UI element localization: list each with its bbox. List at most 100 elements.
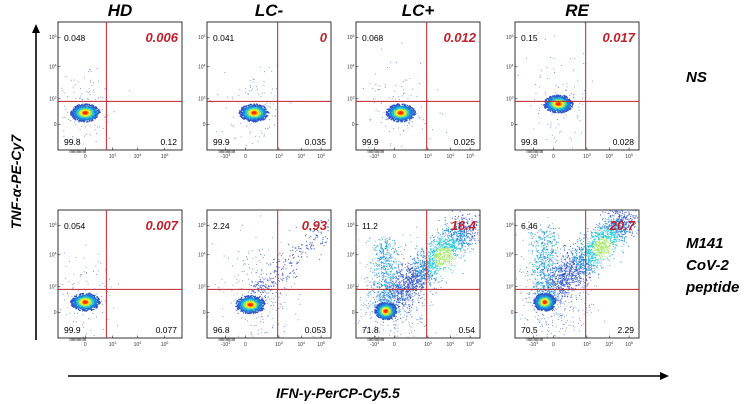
x-tick-label: 105 [161,153,169,160]
x-tick-label: 103 [424,153,432,160]
x-tick-label: 103 [275,341,283,348]
y-tick-label: 105 [198,34,206,41]
x-tick-label: 104 [134,341,142,348]
x-tick-label: 105 [317,153,325,160]
x-tick-label: -103 [529,153,538,160]
x-tick-label: 103 [275,153,283,160]
event-dots [362,42,448,150]
quadrant-q2-value: 0.007 [145,218,178,233]
y-tick-label: 103 [49,283,57,290]
y-tick-label: 0 [54,122,57,128]
x-tick-label: 104 [297,153,305,160]
quadrant-q2-value: 0.017 [602,30,635,45]
x-tick-label: 105 [161,341,169,348]
event-dots [61,67,131,145]
x-tick-label: -103 [221,153,230,160]
x-tick-label: 0 [84,342,87,348]
scatter-panel: 105 104 103 0 -103 0 103 104 105 0.15 0.017 99.8 0.0… [506,21,640,160]
figure-axes: TNF-α-PE-Cy7 IFN-γ-PerCP-Cy5.5 [8,24,669,401]
x-tick-label: 0 [244,342,247,348]
quadrant-q4-value: 0.028 [613,137,635,147]
quadrant-q3-value: 99.8 [64,137,81,147]
event-dots [515,210,639,338]
quadrant-q4-value: 2.29 [617,325,634,335]
quadrant-q2-value: 20.7 [609,218,636,233]
y-tick-label: 104 [347,63,355,70]
event-dots [209,65,292,146]
y-tick-label: 0 [203,122,206,128]
column-title-3: RE [565,1,589,20]
x-axis-title: IFN-γ-PerCP-Cy5.5 [276,385,400,401]
scatter-panel: 105 104 103 0 0 103 104 105 0.054 0.007 99.9 0.077 [49,209,183,348]
x-tick-label: 0 [84,154,87,160]
y-tick-label: 105 [506,34,514,41]
y-tick-label: 104 [49,251,57,258]
y-tick-label: 105 [198,222,206,229]
y-tick-label: 103 [198,283,206,290]
x-tick-label: 104 [605,341,613,348]
quadrant-q4-value: 0.54 [458,325,475,335]
x-tick-label: 105 [317,341,325,348]
x-tick-label: 104 [297,341,305,348]
quadrant-q1-value: 0.15 [521,33,538,43]
y-tick-label: 103 [506,95,514,102]
quadrant-q1-value: 0.068 [362,33,384,43]
x-tick-label: 0 [393,154,396,160]
quadrant-q2-value: 0 [320,30,328,45]
scatter-panel: 105 104 103 0 -103 0 103 104 105 6.46 20.7 70.5 2.29 [506,209,640,348]
quadrant-q3-value: 99.8 [521,137,538,147]
quadrant-q2-value: 0.006 [145,30,178,45]
event-dots [207,215,331,338]
y-tick-label: 104 [198,251,206,258]
x-tick-label: 103 [583,341,591,348]
y-tick-label: 0 [511,122,514,128]
quadrant-q3-value: 99.9 [64,325,81,335]
y-tick-label: 0 [511,310,514,316]
quadrant-q4-value: 0.035 [305,137,327,147]
y-tick-label: 105 [347,34,355,41]
scatter-panel: 105 104 103 0 -103 0 103 104 105 0.041 0 99.9 0.035 [198,21,332,160]
x-tick-label: 0 [552,342,555,348]
row-label-1-line-0: M141 [686,235,724,252]
x-tick-label: -103 [529,341,538,348]
column-title-2: LC+ [402,1,435,20]
scatter-panel: 105 104 103 0 -103 0 103 104 105 11.2 16.4 71.8 0.54 [347,209,481,348]
y-tick-label: 104 [506,251,514,258]
column-titles: HD LC- LC+ RE [108,1,590,20]
event-dots [356,210,480,338]
quadrant-q3-value: 71.8 [362,325,379,335]
x-tick-label: 103 [109,153,117,160]
x-tick-label: 104 [134,153,142,160]
quadrant-q4-value: 0.077 [156,325,178,335]
quadrant-q1-value: 0.054 [64,221,86,231]
panel-frame [206,21,332,151]
y-tick-label: 105 [347,222,355,229]
x-tick-label: 104 [446,341,454,348]
x-tick-label: -103 [221,341,230,348]
y-tick-label: 104 [506,63,514,70]
row-label-0-line-0: NS [686,69,707,86]
quadrant-q3-value: 70.5 [521,325,538,335]
x-tick-label: 0 [244,154,247,160]
scatter-panel: 105 104 103 0 0 103 104 105 0.048 0.006 99.8 0.12 [49,21,183,160]
x-tick-label: 103 [424,341,432,348]
scatter-panel: 105 104 103 0 -103 0 103 104 105 0.068 0.012 99.9 0.… [347,21,481,160]
y-tick-label: 104 [347,251,355,258]
x-tick-label: 103 [109,341,117,348]
y-tick-label: 103 [347,95,355,102]
quadrant-q3-value: 99.9 [213,137,230,147]
quadrant-q4-value: 0.053 [305,325,327,335]
quadrant-q1-value: 6.46 [521,221,538,231]
y-tick-label: 105 [49,34,57,41]
quadrant-q1-value: 11.2 [362,221,378,231]
quadrant-q4-value: 0.12 [160,137,177,147]
quadrant-q1-value: 0.048 [64,33,86,43]
y-tick-label: 104 [198,63,206,70]
quadrant-q1-value: 0.041 [213,33,235,43]
column-title-0: HD [108,1,133,20]
x-tick-label: 105 [466,341,474,348]
y-tick-label: 0 [352,122,355,128]
x-tick-label: 0 [552,154,555,160]
quadrant-q2-value: 0.012 [443,30,476,45]
